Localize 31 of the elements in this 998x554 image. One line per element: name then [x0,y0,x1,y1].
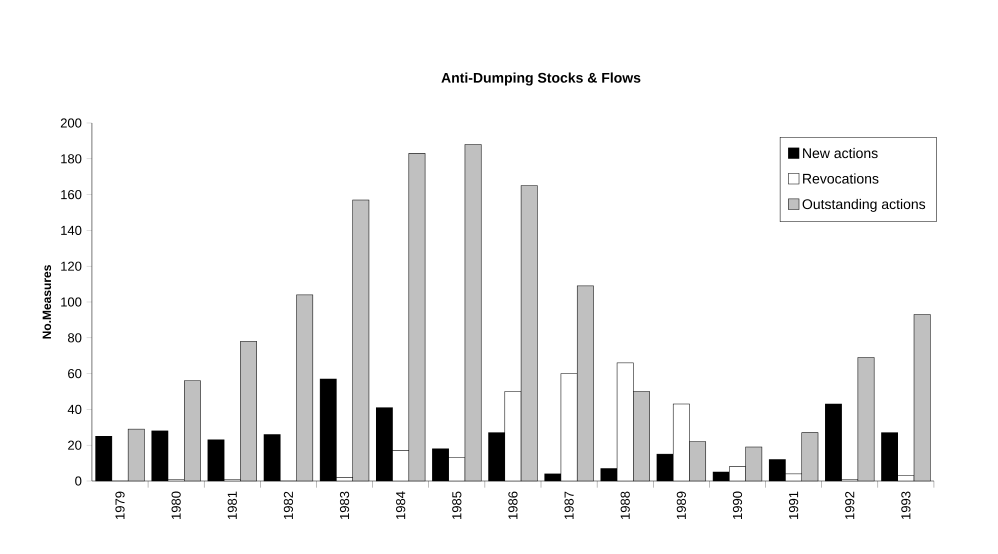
x-tick-label: 1982 [284,492,294,519]
x-tick-label: 1990 [732,492,742,519]
y-tick-label: 140 [61,226,82,235]
x-tick-label: 1984 [396,491,406,519]
y-tick-label: 0 [75,476,82,486]
x-tick-label: 1986 [508,492,518,519]
y-tick-label: 200 [60,118,82,128]
legend-label: Outstanding actions [802,198,926,212]
y-tick-label: 160 [61,190,82,200]
x-tick-label: 1981 [228,492,237,519]
y-tick-label: 100 [61,297,82,307]
x-tick-label: 1991 [789,492,798,519]
x-tick-label: 1993 [901,492,910,519]
y-tick-label: 40 [68,404,82,414]
y-tick-label: 80 [68,333,82,342]
legend-label: New actions [803,148,878,158]
legend-label: Revocations [803,173,878,184]
x-tick-label: 1992 [845,492,854,519]
y-tick-label: 120 [61,262,82,271]
x-tick-label: 1980 [172,492,181,519]
chart-title: Anti-Dumping Stocks & Flows [441,72,640,86]
y-tick-label: 20 [68,440,82,450]
x-tick-label: 1979 [115,492,125,519]
x-tick-label: 1987 [564,492,574,519]
x-tick-label: 1983 [340,492,350,519]
y-axis-title: No.Measures [42,265,52,339]
y-tick-label: 180 [61,154,82,164]
y-tick-label: 60 [68,369,82,378]
x-tick-label: 1988 [620,492,630,519]
x-tick-label: 1989 [676,492,686,519]
x-tick-label: 1985 [452,492,462,519]
